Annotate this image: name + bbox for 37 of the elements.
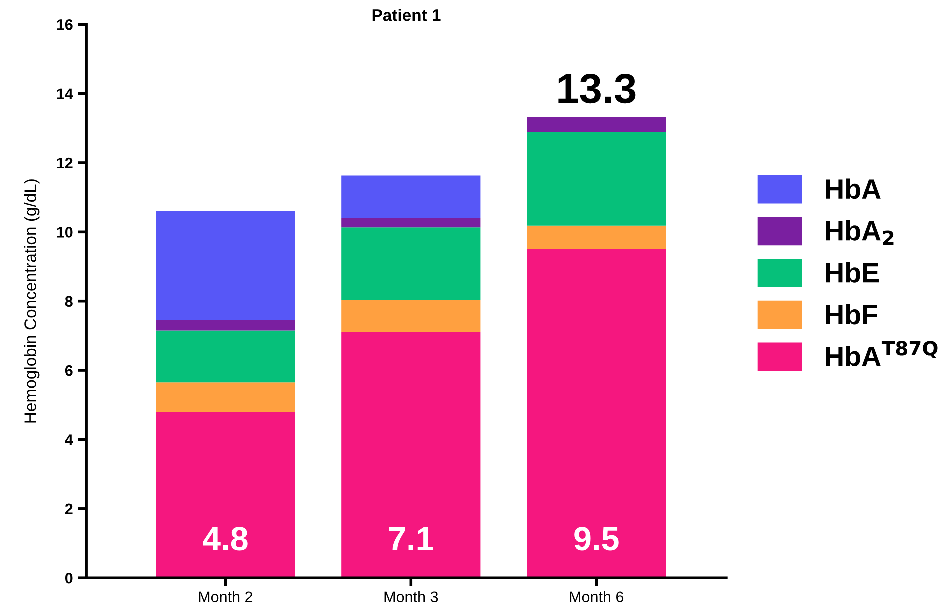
legend-label: HbF [826,304,878,325]
y-tick-label: 0 [65,572,73,584]
data-label: 4.8 [203,527,248,551]
chart-title: Patient 1 [372,9,441,22]
x-tick-label: Month 2 [199,591,253,603]
legend-label: HbA [826,178,881,200]
bar [342,176,481,218]
y-tick-label: 16 [57,19,73,30]
y-tick-label: 14 [57,88,74,100]
bar [527,249,666,578]
data-label: 7.1 [389,527,434,550]
y-tick-label: 12 [57,158,73,169]
bar [156,320,296,331]
bar [156,211,296,320]
y-tick-label: 8 [65,296,73,308]
y-tick-label: 4 [65,434,74,446]
x-tick-label: Month 6 [570,591,624,603]
bar [527,226,666,250]
y-axis-title: Hemoglobin Concentration (g/dL) [24,180,40,423]
bar [342,300,481,332]
y-tick-label: 6 [65,365,73,376]
bar [342,332,481,578]
bar [527,132,666,226]
bar [342,228,481,300]
legend-label: HbA$^{T87Q}$ [826,341,938,366]
total-label: 13.3 [558,74,636,104]
legend-label: HbA$_{2}$ [826,220,894,246]
y-tick-label: 2 [65,504,73,514]
data-label: 9.5 [574,527,619,551]
x-tick-label: Month 3 [384,591,438,603]
legend-label: HbE [826,262,879,283]
bar [156,382,296,412]
bar [342,218,481,228]
y-tick-label: 10 [57,227,73,238]
bar [156,330,296,383]
bar [527,116,666,133]
bar [156,412,296,578]
